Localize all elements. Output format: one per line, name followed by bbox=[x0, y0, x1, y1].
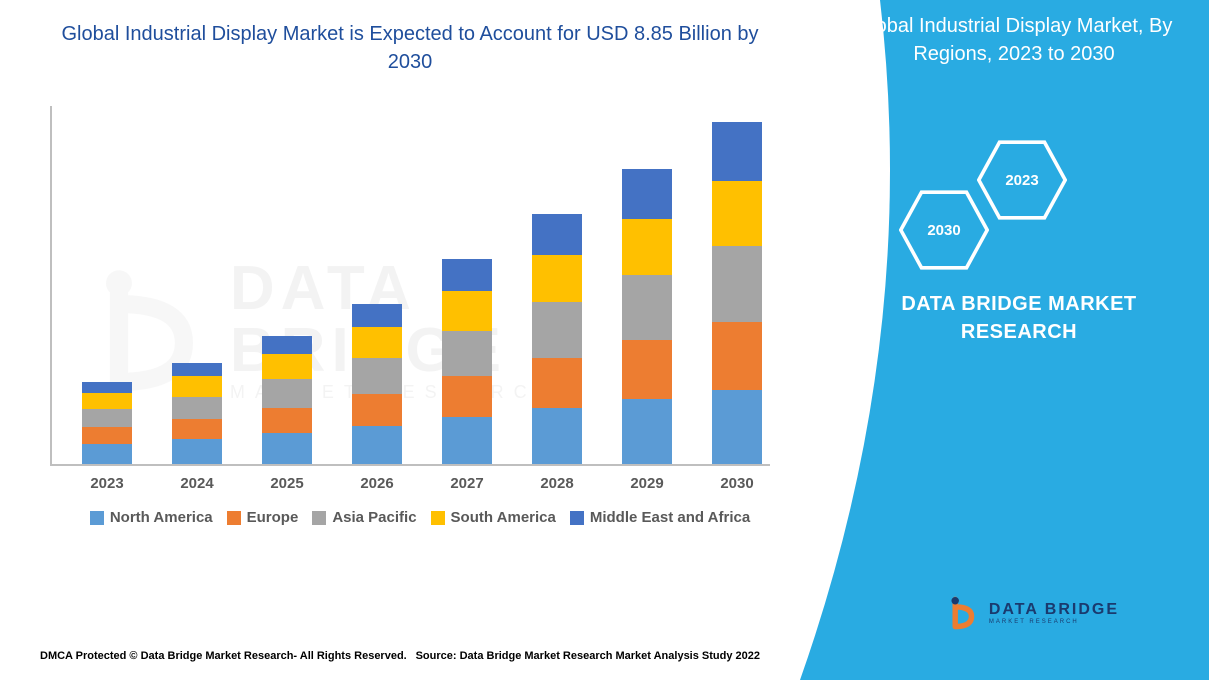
segment-middle-east-and-africa bbox=[172, 363, 222, 377]
legend-item-middle-east-and-africa: Middle East and Africa bbox=[570, 509, 750, 526]
segment-europe bbox=[82, 427, 132, 444]
segment-north-america bbox=[712, 390, 762, 464]
bar-2030: 2030 bbox=[712, 122, 762, 464]
segment-europe bbox=[442, 376, 492, 417]
segment-north-america bbox=[82, 444, 132, 464]
xaxis-label: 2027 bbox=[437, 475, 497, 492]
segment-europe bbox=[172, 419, 222, 439]
segment-north-america bbox=[622, 399, 672, 464]
brand-title: DATA BRIDGE MARKET RESEARCH bbox=[859, 290, 1179, 346]
xaxis-label: 2024 bbox=[167, 475, 227, 492]
segment-south-america bbox=[622, 219, 672, 275]
chart-plot: 2023 2024 2025 2026 2027 2028 2029 2030 bbox=[50, 106, 770, 466]
right-panel: Global Industrial Display Market, By Reg… bbox=[800, 0, 1209, 680]
segment-asia-pacific bbox=[442, 331, 492, 376]
xaxis-label: 2030 bbox=[707, 475, 767, 492]
segment-europe bbox=[532, 358, 582, 408]
right-title: Global Industrial Display Market, By Reg… bbox=[839, 12, 1189, 68]
segment-south-america bbox=[442, 291, 492, 332]
legend-swatch bbox=[312, 511, 326, 525]
hexagon-icon bbox=[899, 190, 989, 270]
xaxis-label: 2026 bbox=[347, 475, 407, 492]
segment-europe bbox=[262, 408, 312, 433]
segment-north-america bbox=[532, 408, 582, 464]
segment-asia-pacific bbox=[172, 397, 222, 420]
legend-label: Asia Pacific bbox=[332, 509, 416, 526]
hexagon-2030: 2030 bbox=[899, 190, 989, 270]
xaxis-label: 2028 bbox=[527, 475, 587, 492]
chart-legend: North America Europe Asia Pacific South Ame… bbox=[50, 509, 790, 526]
segment-south-america bbox=[532, 255, 582, 302]
hexagon-group: 2030 2023 bbox=[899, 140, 1079, 300]
legend-item-south-america: South America bbox=[431, 509, 556, 526]
logo-subtext: MARKET RESEARCH bbox=[989, 619, 1119, 625]
segment-north-america bbox=[172, 439, 222, 464]
bar-2026: 2026 bbox=[352, 304, 402, 464]
legend-swatch bbox=[431, 511, 445, 525]
segment-south-america bbox=[172, 376, 222, 396]
segment-middle-east-and-africa bbox=[622, 169, 672, 219]
segment-north-america bbox=[442, 417, 492, 464]
bar-2029: 2029 bbox=[622, 169, 672, 464]
segment-north-america bbox=[262, 433, 312, 465]
segment-south-america bbox=[262, 354, 312, 379]
segment-middle-east-and-africa bbox=[262, 336, 312, 354]
segment-asia-pacific bbox=[532, 302, 582, 358]
segment-middle-east-and-africa bbox=[532, 214, 582, 255]
segment-middle-east-and-africa bbox=[82, 382, 132, 393]
legend-label: Europe bbox=[247, 509, 299, 526]
footer-source: Source: Data Bridge Market Research Mark… bbox=[416, 650, 760, 662]
footer: DMCA Protected © Data Bridge Market Rese… bbox=[40, 650, 760, 662]
main-container: DATA BRIDGE MARKET RESEARCH Global Indus… bbox=[0, 0, 1209, 680]
bar-2027: 2027 bbox=[442, 259, 492, 464]
left-panel: DATA BRIDGE MARKET RESEARCH Global Indus… bbox=[0, 0, 800, 680]
legend-swatch bbox=[227, 511, 241, 525]
logo-icon bbox=[945, 596, 979, 630]
legend-swatch bbox=[570, 511, 584, 525]
xaxis-label: 2025 bbox=[257, 475, 317, 492]
legend-item-europe: Europe bbox=[227, 509, 299, 526]
segment-europe bbox=[622, 340, 672, 399]
segment-asia-pacific bbox=[352, 358, 402, 394]
xaxis-label: 2029 bbox=[617, 475, 677, 492]
chart-area: 2023 2024 2025 2026 2027 2028 2029 2030 North A… bbox=[40, 106, 780, 526]
segment-asia-pacific bbox=[82, 409, 132, 427]
segment-asia-pacific bbox=[262, 379, 312, 408]
legend-item-north-america: North America bbox=[90, 509, 213, 526]
segment-south-america bbox=[82, 393, 132, 409]
chart-title: Global Industrial Display Market is Expe… bbox=[40, 20, 780, 76]
segment-europe bbox=[712, 322, 762, 390]
bar-2024: 2024 bbox=[172, 363, 222, 464]
bar-2025: 2025 bbox=[262, 336, 312, 464]
legend-label: North America bbox=[110, 509, 213, 526]
segment-middle-east-and-africa bbox=[712, 122, 762, 181]
hexagon-icon bbox=[977, 140, 1067, 220]
logo-text: DATA BRIDGE bbox=[989, 601, 1119, 618]
legend-swatch bbox=[90, 511, 104, 525]
segment-asia-pacific bbox=[622, 275, 672, 340]
logo-block: DATA BRIDGE MARKET RESEARCH bbox=[945, 596, 1119, 630]
hexagon-2023: 2023 bbox=[977, 140, 1067, 220]
bar-2023: 2023 bbox=[82, 382, 132, 464]
segment-middle-east-and-africa bbox=[442, 259, 492, 291]
legend-label: Middle East and Africa bbox=[590, 509, 750, 526]
legend-item-asia-pacific: Asia Pacific bbox=[312, 509, 416, 526]
segment-north-america bbox=[352, 426, 402, 464]
legend-label: South America bbox=[451, 509, 556, 526]
bar-2028: 2028 bbox=[532, 214, 582, 464]
segment-asia-pacific bbox=[712, 246, 762, 323]
segment-south-america bbox=[712, 181, 762, 246]
segment-south-america bbox=[352, 327, 402, 359]
segment-middle-east-and-africa bbox=[352, 304, 402, 327]
footer-copyright: DMCA Protected © Data Bridge Market Rese… bbox=[40, 650, 407, 662]
xaxis-label: 2023 bbox=[77, 475, 137, 492]
segment-europe bbox=[352, 394, 402, 426]
